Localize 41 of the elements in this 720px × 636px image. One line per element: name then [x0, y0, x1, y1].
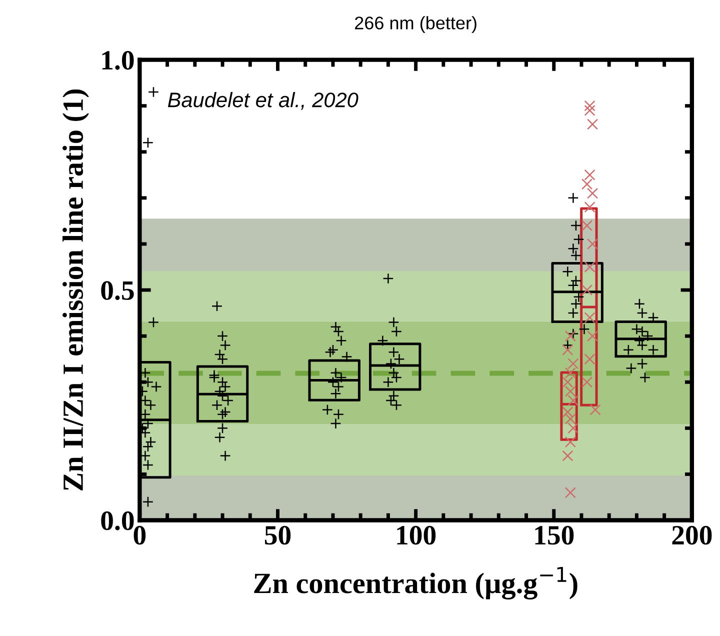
point [564, 413, 576, 424]
point [564, 367, 576, 378]
x-tick-label: 50 [264, 526, 291, 545]
point [564, 330, 576, 342]
y-axis-title: Zn II/Zn I emission line ratio (1) [62, 90, 89, 490]
point [564, 436, 576, 448]
point [584, 100, 596, 112]
point [581, 178, 593, 190]
point [568, 394, 579, 406]
x-tick-label: 100 [397, 526, 436, 545]
point [586, 188, 598, 199]
point [564, 487, 576, 498]
point [562, 450, 574, 462]
point [581, 284, 593, 296]
point [584, 104, 596, 116]
y-tick-label: 1.0 [102, 50, 134, 70]
chart-title: 266 nm (better) [354, 16, 476, 33]
point [584, 354, 596, 365]
point [568, 422, 579, 434]
point [584, 261, 596, 273]
x-tick-label: 0 [134, 526, 146, 545]
point [586, 238, 598, 250]
x-axis-title: Zn concentration (µg.g$^{−1}$) [254, 566, 578, 600]
point [590, 404, 601, 416]
point [584, 169, 596, 180]
point [562, 376, 574, 388]
y-tick-label: 0.5 [101, 281, 134, 300]
point [584, 202, 596, 213]
point [564, 386, 576, 397]
point [586, 330, 598, 342]
point [568, 358, 579, 370]
y-tick-label: 0.0 [101, 511, 134, 530]
point [581, 376, 593, 388]
point [586, 118, 598, 130]
point [562, 344, 574, 356]
annotation: Baudelet et al., 2020 [168, 92, 358, 110]
point [581, 220, 593, 232]
x-tick-label: 150 [535, 526, 574, 545]
point [562, 406, 574, 418]
point [584, 312, 596, 324]
x-tick-label: 200 [672, 526, 712, 545]
